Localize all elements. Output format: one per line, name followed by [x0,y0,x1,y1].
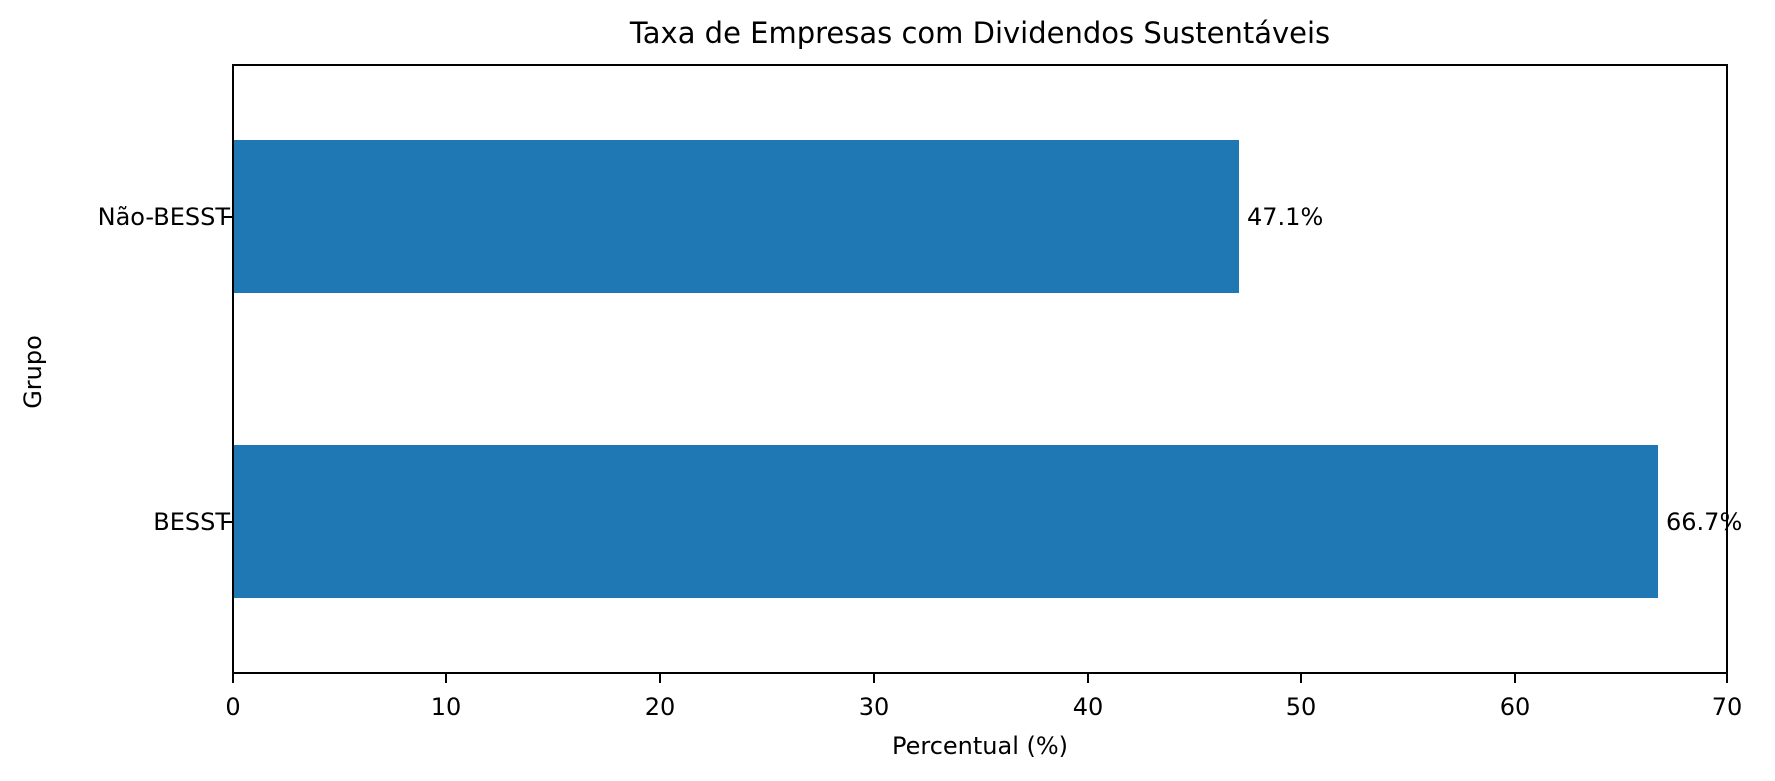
xtick-label: 70 [1711,693,1743,721]
ytick-label-nao-besst: Não-BESST [97,203,230,231]
ytick-mark [223,521,232,523]
xtick-mark [1300,674,1302,683]
chart-title: Taxa de Empresas com Dividendos Sustentá… [629,16,1331,50]
xtick-mark [659,674,661,683]
xtick-mark [445,674,447,683]
ytick-mark [223,216,232,218]
xtick-mark [1087,674,1089,683]
y-axis-label: Grupo [19,335,47,409]
xtick-label: 10 [430,693,462,721]
xtick-label: 30 [858,693,890,721]
bar-nao-besst [234,140,1239,293]
value-label-nao-besst: 47.1% [1247,203,1324,231]
xtick-label: 20 [644,693,676,721]
xtick-mark [1726,674,1728,683]
xtick-label: 40 [1072,693,1104,721]
xtick-label: 60 [1499,693,1531,721]
xtick-mark [232,674,234,683]
xtick-mark [1514,674,1516,683]
value-label-besst: 66.7% [1666,508,1743,536]
xtick-label: 0 [225,693,241,721]
plot-area [232,64,1728,674]
ytick-label-besst: BESST [153,508,230,536]
bar-besst [234,445,1658,598]
xtick-mark [873,674,875,683]
xtick-label: 50 [1285,693,1317,721]
x-axis-label: Percentual (%) [891,732,1069,760]
